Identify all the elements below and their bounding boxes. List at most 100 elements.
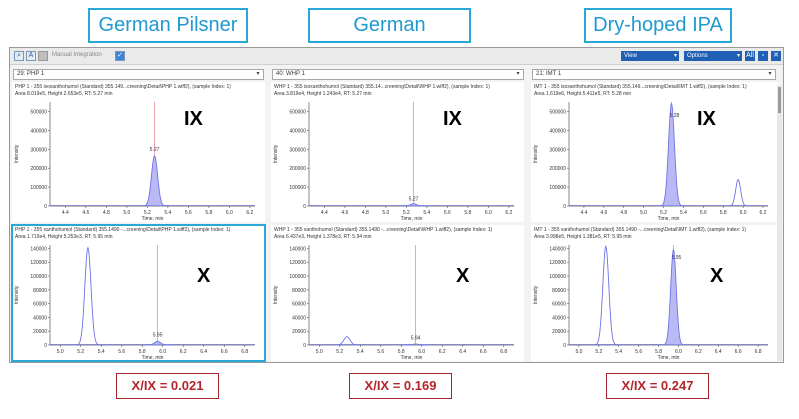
x-tick-label: 6.8 [755,349,762,355]
y-tick-label: 20000 [552,329,566,335]
x-tick-label: 6.0 [418,349,425,355]
y-tick-label: 400000 [30,128,47,134]
x-tick-label: 6.4 [715,349,722,355]
view-dropdown[interactable]: View ▾ [621,51,679,61]
peak-area [659,103,684,206]
zoom-icon[interactable]: ⌕ [14,51,24,61]
x-tick-label: 5.8 [205,210,212,216]
chromatogram-panel-imt-ix[interactable]: IMT 1 - 355 isoxanthohumol (Standard) 35… [531,82,778,222]
x-tick-label: 5.4 [98,349,105,355]
chromatogram-window: ⌕ A Manual Integration ✓ View ▾ Options ▾ … [9,47,784,363]
x-tick-label: 6.2 [505,210,512,216]
sample-selector-weissbier[interactable]: 40: WHP 1 ▾ [272,69,524,80]
options-dropdown-label: Options [687,53,708,59]
peak-stats: Area 8.019e5, Height 2.653e5, RT: 5.27 m… [15,91,113,97]
ratio-weissbier: X/IX = 0.169 [349,373,452,399]
peak-area [662,249,685,345]
x-tick-label: 6.2 [180,349,187,355]
x-tick-label: 4.4 [62,210,69,216]
trace-description: IMT 1 - 355 isoxanthohumol (Standard) 35… [534,84,747,90]
x-tick-label: 5.4 [357,349,364,355]
selector-value: 40: WHP 1 [276,71,305,77]
autoscale-icon[interactable]: A [26,51,36,61]
x-tick-label: 4.8 [362,210,369,216]
trace-description: WHP 1 - 355 xanthohumol (Standard) 355.1… [274,227,493,233]
x-tick-label: 6.0 [675,349,682,355]
chevron-down-icon: ▾ [673,53,677,59]
x-tick-label: 6.0 [159,349,166,355]
peak-label: 5.27 [409,196,419,202]
x-tick-label: 6.0 [740,210,747,216]
chromatogram-panel-whp-x[interactable]: WHP 1 - 355 xanthohumol (Standard) 355.1… [271,225,524,361]
y-tick-label: 500000 [549,109,566,115]
y-tick-label: 140000 [549,246,566,252]
trace-description: PHP 1 - 355 xanthohumol (Standard) 355.1… [15,227,231,233]
manual-integration-checkbox[interactable]: ✓ [115,51,125,61]
x-tick-label: 5.0 [382,210,389,216]
vertical-scrollbar[interactable] [777,85,782,361]
manual-integration-label: Manual Integration [52,52,102,58]
y-tick-label: 300000 [289,147,306,153]
y-tick-label: 100000 [549,185,566,191]
compound-label: IX [443,108,462,130]
scrollbar-thumb[interactable] [778,87,781,113]
y-tick-label: 100000 [549,274,566,280]
x-tick-label: 5.6 [377,349,384,355]
x-axis-label: Time, min [658,355,680,361]
x-tick-label: 5.2 [660,210,667,216]
sample-selector-pilsner[interactable]: 29: PHP 1 ▾ [13,69,264,80]
compound-label: IX [184,108,203,130]
y-tick-label: 40000 [552,315,566,321]
chromatogram-panel-imt-x[interactable]: IMT 1 - 355 xanthohumol (Standard) 355.1… [531,225,778,361]
chevron-down-icon: ▾ [768,71,772,77]
x-tick-label: 6.6 [221,349,228,355]
y-tick-label: 100000 [289,274,306,280]
restore-icon[interactable]: ▫ [758,51,768,61]
chromatogram-plot: 500000 400000 300000 200000 100000 0 4.4 4.6 4.8… [273,102,514,222]
y-tick-label: 100000 [30,185,47,191]
x-tick-label: 5.6 [635,349,642,355]
x-tick-label: 6.8 [500,349,507,355]
x-tick-label: 6.2 [760,210,767,216]
peak-label: 5.95 [672,255,682,261]
chromatogram-panel-php-ix[interactable]: PHP 1 - 355 isoxanthohumol (Standard) 35… [12,82,265,222]
x-tick-label: 5.2 [144,210,151,216]
y-tick-label: 60000 [292,302,306,308]
x-tick-label: 5.6 [700,210,707,216]
trace-description: WHP 1 - 355 isoxanthohumol (Standard) 35… [274,84,490,90]
peak-trace [659,102,684,207]
close-icon[interactable]: ✕ [771,51,781,61]
chromatogram-panel-whp-ix[interactable]: WHP 1 - 355 isoxanthohumol (Standard) 35… [271,82,524,222]
x-tick-label: 5.6 [118,349,125,355]
peak-trace [593,244,618,346]
x-tick-label: 6.2 [439,349,446,355]
label-german-pilsner: German Pilsner [88,8,248,43]
y-tick-label: 40000 [33,315,47,321]
trace-description: IMT 1 - 355 xanthohumol (Standard) 355.1… [534,227,747,233]
peak-stats: Area 3.819e4, Height 1.243e4, RT: 5.27 m… [274,91,372,97]
y-tick-label: 80000 [292,288,306,294]
y-tick-label: 500000 [289,109,306,115]
compound-label: X [197,265,211,287]
x-tick-label: 5.6 [185,210,192,216]
x-tick-label: 5.2 [403,210,410,216]
peak-label: 5.95 [153,333,163,339]
x-tick-label: 5.8 [464,210,471,216]
x-tick-label: 5.8 [139,349,146,355]
x-tick-label: 4.6 [82,210,89,216]
y-tick-label: 140000 [30,246,47,252]
y-tick-label: 100000 [30,274,47,280]
grid-icon[interactable] [38,51,48,61]
x-tick-label: 5.8 [398,349,405,355]
peak-stats: Area 1.619e6, Height 5.411e5, RT: 5.28 m… [534,91,632,97]
sample-selector-ipa[interactable]: 21: IMT 1 ▾ [532,69,776,80]
x-tick-label: 5.0 [316,349,323,355]
x-tick-label: 5.0 [123,210,130,216]
x-tick-label: 5.2 [336,349,343,355]
y-tick-label: 80000 [552,288,566,294]
chromatogram-panel-php-x[interactable]: PHP 1 - 355 xanthohumol (Standard) 355.1… [11,224,266,362]
chevron-down-icon: ▾ [256,71,260,77]
options-dropdown[interactable]: Options ▾ [684,51,742,61]
y-tick-label: 500000 [30,109,47,115]
all-button[interactable]: All [745,51,755,61]
